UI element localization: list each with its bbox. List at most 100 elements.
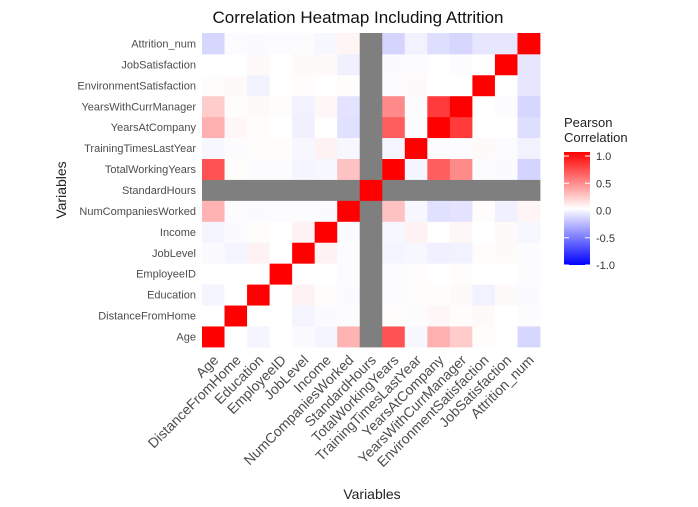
y-tick-labels: Age DistanceFromHome Education EmployeeID Jo… (77, 38, 196, 343)
heatmap-cell-NumCompaniesWorked-NumCompaniesWorked (337, 200, 361, 222)
heatmap-cell-JobSatisfaction-Attrition_num (494, 33, 518, 55)
heatmap-cell-DistanceFromHome-Attrition_num (224, 33, 248, 55)
heatmap-cell-Education-YearsWithCurrManager (247, 95, 270, 118)
heatmap-cell-YearsWithCurrManager-Age (449, 326, 473, 348)
heatmap-cell-EnvironmentSatisfaction-EmployeeID (472, 263, 496, 285)
legend-tick-label: 0.0 (596, 206, 611, 218)
y-tick-label-DistanceFromHome: DistanceFromHome (98, 311, 196, 323)
heatmap-cell-YearsAtCompany-DistanceFromHome (427, 305, 451, 327)
heatmap-cell-YearsWithCurrManager-Attrition_num (449, 33, 473, 55)
y-tick-label-NumCompaniesWorked: NumCompaniesWorked (79, 206, 196, 218)
heatmap-cell-Age-DistanceFromHome (202, 305, 225, 327)
heatmap-cell-Age-EnvironmentSatisfaction (202, 74, 225, 97)
heatmap-cell-JobSatisfaction-Education (494, 284, 518, 306)
heatmap-cell-EnvironmentSatisfaction-Age (472, 326, 496, 348)
heatmap-cell-StandardHours-JobLevel (359, 242, 383, 264)
heatmap-cell-TotalWorkingYears-TrainingTimesLastYear (382, 137, 406, 159)
heatmap-cell-NumCompaniesWorked-TotalWorkingYears (337, 158, 361, 180)
heatmap-cell-TrainingTimesLastYear-EnvironmentSatisfaction (404, 74, 428, 97)
heatmap-cell-EmployeeID-EmployeeID (269, 263, 293, 285)
heatmap-cell-YearsAtCompany-EmployeeID (427, 263, 451, 285)
heatmap-cell-EnvironmentSatisfaction-YearsWithCurrManager (472, 95, 496, 118)
heatmap-cell-NumCompaniesWorked-YearsWithCurrManager (337, 95, 361, 118)
heatmap-cell-TrainingTimesLastYear-Education (404, 284, 428, 306)
legend-tick-label: 0.5 (596, 178, 611, 190)
heatmap-cell-TrainingTimesLastYear-Income (404, 221, 428, 243)
heatmap-cell-EnvironmentSatisfaction-StandardHours (472, 179, 496, 201)
heatmap-cell-JobLevel-JobSatisfaction (292, 53, 316, 76)
y-tick-label-JobLevel: JobLevel (152, 248, 196, 260)
heatmap-cell-Age-TrainingTimesLastYear (202, 137, 225, 159)
heatmap-cell-JobLevel-TotalWorkingYears (292, 158, 316, 180)
heatmap-cell-Attrition_num-YearsWithCurrManager (517, 95, 541, 118)
heatmap-cell-YearsWithCurrManager-TrainingTimesLastYear (449, 137, 473, 159)
heatmap-cell-EmployeeID-TrainingTimesLastYear (269, 137, 293, 159)
heatmap-cell-YearsWithCurrManager-EnvironmentSatisfaction (449, 74, 473, 97)
heatmap-cell-EmployeeID-JobLevel (269, 242, 293, 264)
y-tick-label-Age: Age (176, 332, 196, 344)
heatmap-cell-TotalWorkingYears-EnvironmentSatisfaction (382, 74, 406, 97)
heatmap-cell-EnvironmentSatisfaction-JobLevel (472, 242, 496, 264)
heatmap-cell-DistanceFromHome-Education (224, 284, 248, 306)
heatmap-cell-JobLevel-Attrition_num (292, 33, 316, 55)
heatmap-cell-YearsAtCompany-Education (427, 284, 451, 306)
heatmap-cell-Attrition_num-Education (517, 284, 541, 306)
heatmap-cell-NumCompaniesWorked-EnvironmentSatisfaction (337, 74, 361, 97)
heatmap-cell-YearsWithCurrManager-NumCompaniesWorked (449, 200, 473, 222)
y-tick-label-YearsAtCompany: YearsAtCompany (111, 122, 197, 134)
heatmap-cell-TotalWorkingYears-TotalWorkingYears (382, 158, 406, 180)
heatmap-cell-StandardHours-JobSatisfaction (359, 53, 383, 76)
heatmap-cell-TotalWorkingYears-Income (382, 221, 406, 243)
heatmap-cell-TrainingTimesLastYear-Age (404, 326, 428, 348)
heatmap-cell-EmployeeID-TotalWorkingYears (269, 158, 293, 180)
heatmap-cell-JobLevel-NumCompaniesWorked (292, 200, 316, 222)
heatmap-cell-Education-TrainingTimesLastYear (247, 137, 270, 159)
heatmap-cell-Income-EnvironmentSatisfaction (314, 74, 338, 97)
heatmap-cell-Income-Education (314, 284, 338, 306)
x-axis-title: Variables (343, 486, 400, 502)
heatmap-cells (202, 33, 541, 348)
heatmap-cell-EmployeeID-YearsAtCompany (269, 116, 293, 139)
heatmap-cell-DistanceFromHome-NumCompaniesWorked (224, 200, 248, 222)
heatmap-cell-JobSatisfaction-JobSatisfaction (494, 53, 518, 76)
legend-ticks: 1.0 0.5 0.0 -0.5 -1.0 (564, 151, 615, 272)
heatmap-cell-JobSatisfaction-TotalWorkingYears (494, 158, 518, 180)
heatmap-cell-TrainingTimesLastYear-TotalWorkingYears (404, 158, 428, 180)
heatmap-cell-Attrition_num-JobSatisfaction (517, 53, 541, 76)
heatmap-cell-Income-TrainingTimesLastYear (314, 137, 338, 159)
y-tick-label-StandardHours: StandardHours (122, 185, 196, 197)
heatmap-cell-DistanceFromHome-JobSatisfaction (224, 53, 248, 76)
heatmap-cell-Age-TotalWorkingYears (202, 158, 225, 180)
heatmap-cell-TotalWorkingYears-NumCompaniesWorked (382, 200, 406, 222)
y-tick-label-EmployeeID: EmployeeID (136, 269, 196, 281)
heatmap-cell-YearsAtCompany-EnvironmentSatisfaction (427, 74, 451, 97)
heatmap-cell-TotalWorkingYears-DistanceFromHome (382, 305, 406, 327)
heatmap-cell-StandardHours-EnvironmentSatisfaction (359, 74, 383, 97)
heatmap-cell-EmployeeID-Education (269, 284, 293, 306)
heatmap-cell-TrainingTimesLastYear-EmployeeID (404, 263, 428, 285)
heatmap-cell-Income-YearsWithCurrManager (314, 95, 338, 118)
heatmap-cell-YearsAtCompany-Age (427, 326, 451, 348)
heatmap-cell-Income-Age (314, 326, 338, 348)
y-tick-label-Education: Education (147, 290, 196, 302)
heatmap-cell-Age-Income (202, 221, 225, 243)
heatmap-cell-JobLevel-DistanceFromHome (292, 305, 316, 327)
y-axis-title: Variables (53, 161, 69, 218)
heatmap-cell-EnvironmentSatisfaction-TotalWorkingYears (472, 158, 496, 180)
heatmap-cell-NumCompaniesWorked-TrainingTimesLastYear (337, 137, 361, 159)
heatmap-cell-NumCompaniesWorked-Attrition_num (337, 33, 361, 55)
heatmap-cell-Education-EnvironmentSatisfaction (247, 74, 270, 97)
heatmap-cell-EnvironmentSatisfaction-EnvironmentSatisfaction (472, 74, 496, 97)
heatmap-cell-YearsAtCompany-YearsWithCurrManager (427, 95, 451, 118)
heatmap-cell-TotalWorkingYears-JobLevel (382, 242, 406, 264)
heatmap-cell-Income-Income (314, 221, 338, 243)
heatmap-cell-Income-DistanceFromHome (314, 305, 338, 327)
heatmap-cell-Income-YearsAtCompany (314, 116, 338, 139)
heatmap-cell-StandardHours-TotalWorkingYears (359, 158, 383, 180)
legend-tick-label: 1.0 (596, 151, 611, 163)
heatmap-cell-NumCompaniesWorked-Education (337, 284, 361, 306)
heatmap-cell-YearsWithCurrManager-Education (449, 284, 473, 306)
heatmap-cell-TotalWorkingYears-StandardHours (382, 179, 406, 201)
heatmap-cell-Attrition_num-JobLevel (517, 242, 541, 264)
y-tick-label-Attrition_num: Attrition_num (131, 38, 196, 50)
